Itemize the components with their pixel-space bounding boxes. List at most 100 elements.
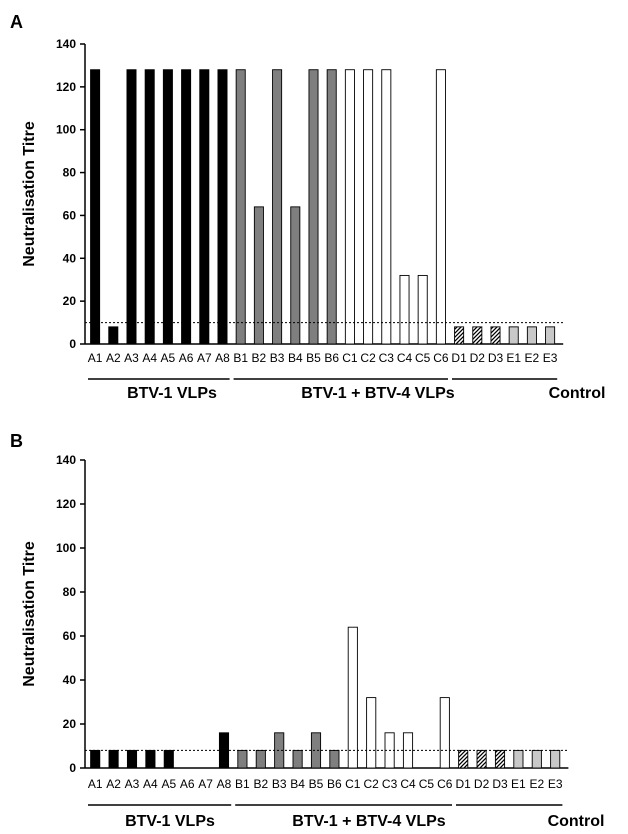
category-label: E3 — [543, 351, 558, 365]
category-label: A7 — [197, 351, 212, 365]
category-label: B5 — [309, 777, 324, 791]
y-tick-label: 100 — [56, 541, 76, 555]
category-label: A5 — [161, 777, 176, 791]
group-label: Control — [548, 813, 605, 830]
category-label: B1 — [233, 351, 248, 365]
panel-letter: B — [10, 431, 23, 451]
bar-a3 — [126, 69, 137, 345]
category-label: B4 — [288, 351, 303, 365]
category-label: D2 — [474, 777, 490, 791]
bar-c4 — [399, 274, 410, 345]
bar-c2 — [366, 697, 377, 769]
bar-a5 — [163, 749, 174, 769]
group-label: BTV-1 VLPs — [127, 385, 217, 402]
category-label: C6 — [437, 777, 453, 791]
category-label: C4 — [397, 351, 413, 365]
bar-b1 — [235, 69, 246, 345]
category-label: C5 — [419, 777, 435, 791]
category-label: A8 — [215, 351, 230, 365]
bar-b6 — [326, 69, 337, 345]
bar-d2 — [476, 749, 487, 769]
bar-e3 — [545, 326, 556, 345]
category-label: E1 — [511, 777, 526, 791]
bar-c5 — [417, 274, 428, 345]
bar-d1 — [458, 749, 469, 769]
group-label: BTV-1 + BTV-4 VLPs — [301, 385, 454, 402]
bar-e1 — [513, 749, 524, 769]
bar-c4 — [402, 732, 414, 769]
bar-b5 — [308, 69, 319, 345]
category-label: C3 — [379, 351, 395, 365]
group-label: BTV-1 VLPs — [125, 813, 215, 830]
category-label: B4 — [290, 777, 305, 791]
y-tick-label: 60 — [63, 629, 77, 643]
bar-a7 — [199, 69, 210, 345]
category-label: D1 — [456, 777, 472, 791]
bar-a8 — [217, 69, 228, 345]
bar-a6 — [181, 69, 192, 345]
category-label: C6 — [433, 351, 449, 365]
panel-a-chart: A Neutralisation Titre 0 20 40 60 80 100 120 140 A… — [10, 12, 605, 402]
panel-b-chart: B Neutralisation Titre 0 20 40 60 80 100 120 140 A… — [10, 431, 604, 830]
y-axis-label: Neutralisation Titre — [21, 121, 38, 267]
category-label: D3 — [488, 351, 504, 365]
bar-e1 — [508, 326, 519, 345]
y-tick-label: 120 — [56, 497, 76, 511]
category-label: B5 — [306, 351, 321, 365]
y-tick-label: 120 — [56, 80, 76, 94]
category-label: B3 — [272, 777, 287, 791]
bar-c6 — [435, 69, 446, 345]
bar-a5 — [162, 69, 173, 345]
y-tick-label: 0 — [69, 337, 76, 351]
bar-e2 — [526, 326, 537, 345]
bar-d1 — [454, 326, 465, 345]
bar-b3 — [272, 69, 283, 345]
category-label: A3 — [125, 777, 140, 791]
category-label: E2 — [529, 777, 544, 791]
y-tick-label: 20 — [63, 294, 77, 308]
category-label: A8 — [217, 777, 232, 791]
category-label: B6 — [324, 351, 339, 365]
category-label: A1 — [88, 351, 103, 365]
bar-d3 — [490, 326, 501, 345]
category-label: B2 — [253, 777, 268, 791]
y-tick-label: 140 — [56, 453, 76, 467]
bar-b6 — [329, 749, 340, 769]
category-label: E2 — [525, 351, 540, 365]
bar-b4 — [290, 206, 301, 345]
category-label: C3 — [382, 777, 398, 791]
bar-b2 — [253, 206, 264, 345]
category-label: B2 — [252, 351, 267, 365]
y-tick-label: 60 — [63, 208, 77, 222]
category-label: B6 — [327, 777, 342, 791]
category-label: C1 — [342, 351, 358, 365]
category-label: E1 — [506, 351, 521, 365]
category-label: A1 — [88, 777, 103, 791]
category-label: A4 — [143, 777, 158, 791]
bar-e3 — [550, 749, 561, 769]
bar-a2 — [108, 749, 119, 769]
category-label: C4 — [400, 777, 416, 791]
bar-c6 — [439, 697, 450, 769]
bar-a1 — [90, 749, 101, 769]
category-label: A3 — [124, 351, 139, 365]
category-label: C2 — [364, 777, 380, 791]
y-tick-label: 80 — [63, 166, 77, 180]
y-tick-label: 20 — [63, 717, 77, 731]
category-label: D2 — [470, 351, 486, 365]
bar-a4 — [145, 749, 156, 769]
bar-c1 — [344, 69, 355, 345]
category-label: E3 — [548, 777, 563, 791]
bar-b1 — [237, 749, 248, 769]
bar-d2 — [472, 326, 483, 345]
category-label: B3 — [270, 351, 285, 365]
group-label: Control — [549, 385, 606, 402]
y-tick-label: 140 — [56, 37, 76, 51]
bar-b5 — [310, 732, 322, 769]
bar-b4 — [292, 749, 303, 769]
y-tick-label: 0 — [69, 761, 76, 775]
bar-a1 — [90, 69, 101, 345]
group-label: BTV-1 + BTV-4 VLPs — [292, 813, 445, 830]
category-label: A7 — [198, 777, 213, 791]
